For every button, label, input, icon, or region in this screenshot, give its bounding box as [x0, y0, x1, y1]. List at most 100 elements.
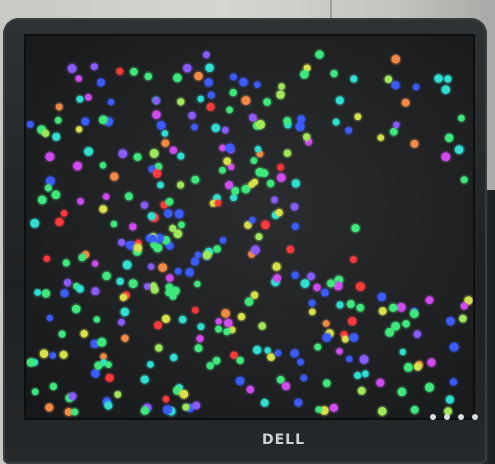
colored-dot	[389, 303, 398, 312]
colored-dot	[401, 98, 410, 107]
colored-dot	[393, 121, 400, 128]
colored-dot	[133, 243, 143, 252]
colored-dot	[90, 339, 100, 349]
colored-dot	[144, 72, 153, 81]
colored-dot	[300, 70, 309, 79]
colored-dot	[76, 95, 84, 103]
colored-dot	[41, 129, 50, 138]
colored-dot	[460, 302, 468, 310]
monitor-button-3[interactable]	[458, 414, 464, 420]
colored-dot	[260, 169, 269, 178]
colored-dot	[205, 63, 214, 73]
colored-dot	[389, 127, 398, 136]
colored-dot	[403, 362, 413, 372]
colored-dot	[154, 233, 164, 243]
colored-dot	[105, 373, 114, 382]
colored-dot	[68, 392, 77, 401]
colored-dot	[260, 398, 269, 407]
colored-dot	[58, 330, 66, 338]
colored-dot	[291, 179, 301, 188]
colored-dot	[161, 139, 170, 147]
colored-dot	[235, 376, 245, 386]
colored-dot	[335, 96, 344, 105]
colored-dot	[263, 98, 271, 106]
colored-dot	[336, 348, 343, 355]
colored-dot	[223, 328, 231, 336]
colored-dot	[190, 257, 200, 266]
colored-dot	[99, 162, 107, 169]
colored-dot	[355, 282, 365, 292]
colored-dot	[165, 283, 174, 292]
colored-dot	[148, 263, 155, 270]
colored-dot	[303, 64, 311, 72]
colored-dot	[154, 321, 162, 330]
colored-dot	[173, 73, 182, 83]
colored-dot	[357, 386, 366, 395]
colored-dot	[81, 117, 90, 126]
colored-dot	[128, 279, 138, 289]
colored-dot	[237, 313, 246, 321]
colored-dot	[71, 304, 81, 314]
colored-dot	[99, 205, 108, 214]
colored-dot	[102, 271, 111, 281]
colored-dot	[277, 163, 284, 171]
colored-dot	[385, 327, 395, 337]
colored-dot	[46, 314, 53, 322]
colored-dot	[221, 309, 231, 318]
colored-dot	[255, 119, 266, 130]
colored-dot	[244, 297, 254, 307]
monitor-power-button[interactable]	[472, 414, 478, 420]
colored-dot	[153, 243, 163, 253]
colored-dot	[119, 293, 128, 302]
colored-dot	[102, 193, 110, 200]
monitor-button-1[interactable]	[430, 414, 436, 420]
colored-dot	[91, 260, 99, 267]
colored-dot	[315, 50, 324, 59]
colored-dot	[178, 221, 185, 229]
monitor-screen	[24, 34, 475, 420]
colored-dot	[211, 123, 220, 133]
colored-dot	[464, 296, 473, 305]
colored-dot	[267, 353, 275, 361]
colored-dot	[396, 302, 406, 312]
colored-dot	[377, 406, 387, 416]
colored-dot	[45, 152, 55, 162]
colored-dot	[376, 378, 385, 387]
colored-dot	[377, 134, 385, 141]
colored-dot	[206, 102, 215, 111]
colored-dot	[44, 184, 52, 192]
colored-dot	[97, 78, 105, 87]
colored-dot	[356, 303, 365, 312]
colored-dot	[281, 382, 291, 391]
colored-dot	[250, 291, 259, 299]
colored-dot	[255, 233, 263, 241]
colored-dot	[194, 251, 202, 258]
colored-dot	[169, 224, 177, 232]
colored-dot	[294, 398, 303, 407]
colored-dot	[215, 325, 222, 333]
colored-dot	[49, 382, 58, 391]
colored-dot	[177, 152, 185, 160]
colored-dot	[272, 262, 281, 271]
colored-dot	[348, 317, 357, 326]
colored-dot	[241, 96, 251, 105]
colored-dot	[303, 133, 311, 141]
colored-dot	[174, 268, 182, 275]
colored-dot	[295, 122, 305, 132]
colored-dot	[230, 194, 238, 202]
colored-dot	[31, 388, 39, 396]
colored-dot	[26, 121, 34, 128]
colored-dot	[202, 250, 212, 260]
colored-dot	[202, 51, 210, 59]
colored-dot	[71, 408, 79, 416]
colored-dot	[212, 356, 221, 365]
colored-dot	[274, 349, 282, 357]
colored-dot	[94, 361, 103, 370]
colored-dot	[192, 306, 199, 314]
colored-dot	[329, 403, 338, 412]
monitor-button-2[interactable]	[444, 414, 450, 420]
colored-dot	[62, 259, 70, 267]
colored-dot	[273, 274, 282, 282]
colored-dot	[230, 351, 238, 359]
colored-dot	[354, 113, 362, 121]
